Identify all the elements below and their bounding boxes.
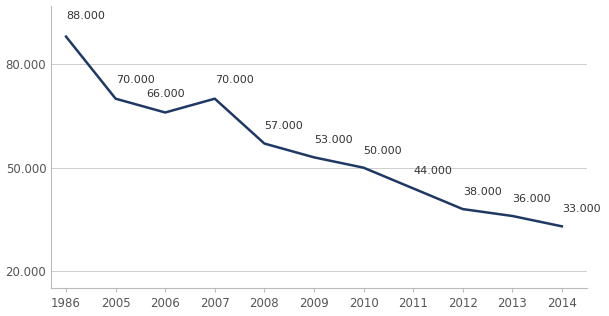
- Text: 88.000: 88.000: [66, 11, 105, 21]
- Text: 44.000: 44.000: [413, 166, 452, 176]
- Text: 53.000: 53.000: [314, 135, 353, 145]
- Text: 70.000: 70.000: [116, 75, 154, 85]
- Text: 38.000: 38.000: [463, 187, 501, 197]
- Text: 70.000: 70.000: [215, 75, 253, 85]
- Text: 50.000: 50.000: [364, 146, 402, 155]
- Text: 36.000: 36.000: [512, 194, 551, 204]
- Text: 66.000: 66.000: [146, 89, 185, 99]
- Text: 33.000: 33.000: [562, 204, 600, 214]
- Text: 57.000: 57.000: [264, 121, 303, 131]
